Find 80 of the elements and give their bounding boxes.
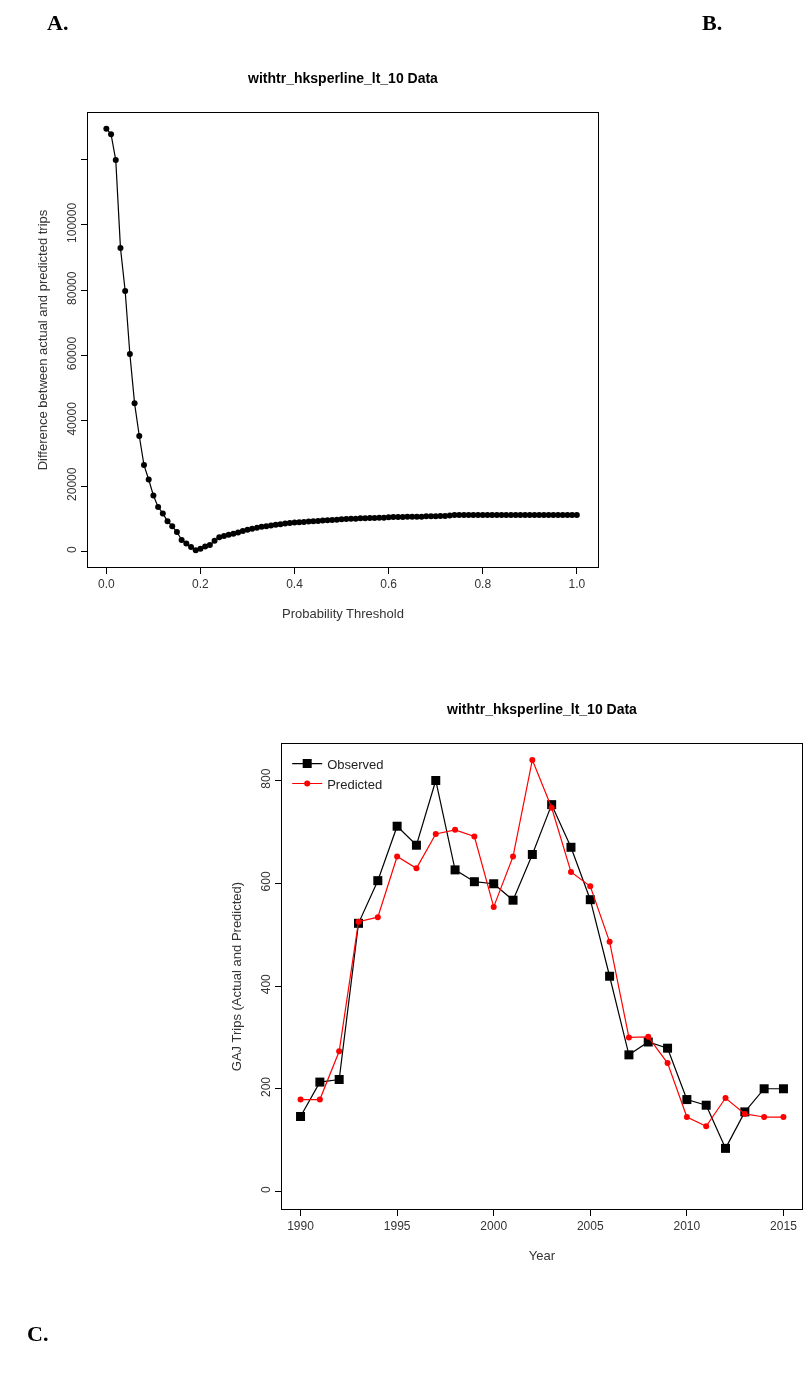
point — [316, 1096, 323, 1103]
x-axis-title: Probability Threshold — [282, 606, 404, 621]
point — [664, 1060, 671, 1067]
x-tick-label: 0.2 — [192, 577, 210, 592]
point — [585, 895, 595, 905]
point — [606, 938, 613, 945]
point — [394, 853, 401, 860]
x-axis-title: Year — [528, 1248, 556, 1263]
x-tick-label: 0.0 — [98, 577, 116, 592]
chart-title: withtr_hksperline_lt_10 Data — [446, 700, 638, 717]
point — [450, 865, 460, 875]
y-tick-label: 200 — [259, 1076, 274, 1097]
y-tick-label: 800 — [259, 768, 274, 789]
point — [336, 1048, 343, 1055]
point — [778, 1084, 788, 1094]
point — [682, 1095, 692, 1105]
point — [432, 830, 439, 837]
point — [567, 868, 574, 875]
legend-label: Observed — [327, 756, 384, 772]
chart-title: withtr_hksperline_lt_10 Data — [247, 69, 439, 86]
point — [703, 1123, 710, 1130]
point — [548, 804, 555, 811]
x-tick-label: 0.6 — [380, 577, 398, 592]
point — [605, 971, 615, 981]
point — [566, 842, 576, 852]
point — [296, 1112, 306, 1122]
point — [761, 1114, 768, 1121]
point — [374, 914, 381, 921]
x-tick-label: 0.4 — [286, 577, 304, 592]
y-tick-label: 20000 — [65, 467, 80, 501]
text: A. — [47, 10, 69, 35]
point — [411, 840, 421, 850]
y-tick-label: 0 — [65, 545, 80, 553]
text: B. — [702, 10, 723, 35]
point — [373, 876, 383, 886]
point — [527, 849, 537, 859]
x-tick-label: 0.8 — [474, 577, 492, 592]
point — [490, 903, 497, 910]
point — [469, 877, 479, 887]
point — [624, 1050, 634, 1060]
y-tick-label: 600 — [259, 871, 274, 892]
point — [508, 895, 518, 905]
point — [297, 1096, 304, 1103]
point — [413, 865, 420, 872]
x-tick-label: 2005 — [576, 1219, 604, 1234]
point — [759, 1084, 769, 1094]
y-tick-label: 400 — [259, 973, 274, 995]
y-tick-label: 0 — [259, 1186, 274, 1194]
text: C. — [27, 1321, 49, 1346]
legend-label: Predicted — [327, 776, 383, 792]
point — [392, 821, 402, 831]
point — [663, 1043, 673, 1053]
point — [510, 853, 517, 860]
y-tick-label: 100000 — [65, 202, 80, 243]
point — [315, 1077, 325, 1087]
point — [645, 1033, 652, 1040]
point — [452, 826, 459, 833]
point — [587, 883, 594, 890]
point — [701, 1100, 711, 1110]
y-tick-label: 80000 — [65, 271, 80, 305]
point — [625, 1034, 632, 1041]
point — [529, 756, 536, 763]
point — [721, 1143, 731, 1153]
x-tick-label: 1990 — [287, 1219, 315, 1234]
x-tick-label: 2015 — [770, 1219, 798, 1234]
y-axis-title: GAJ Trips (Actual and Predicted) — [229, 881, 245, 1072]
x-tick-label: 1995 — [383, 1219, 411, 1234]
point — [489, 879, 499, 889]
x-tick-label: 1.0 — [568, 577, 586, 592]
y-tick-label: 40000 — [65, 401, 80, 436]
y-tick-label: 60000 — [65, 336, 80, 371]
point — [471, 833, 478, 840]
x-tick-label: 2010 — [673, 1219, 701, 1234]
point — [431, 775, 441, 785]
x-tick-label: 2000 — [480, 1219, 508, 1234]
y-axis-title: Difference between actual and predicted trips — [35, 209, 51, 471]
point — [683, 1114, 690, 1121]
point — [780, 1114, 787, 1121]
point — [722, 1095, 729, 1102]
point — [334, 1075, 344, 1085]
